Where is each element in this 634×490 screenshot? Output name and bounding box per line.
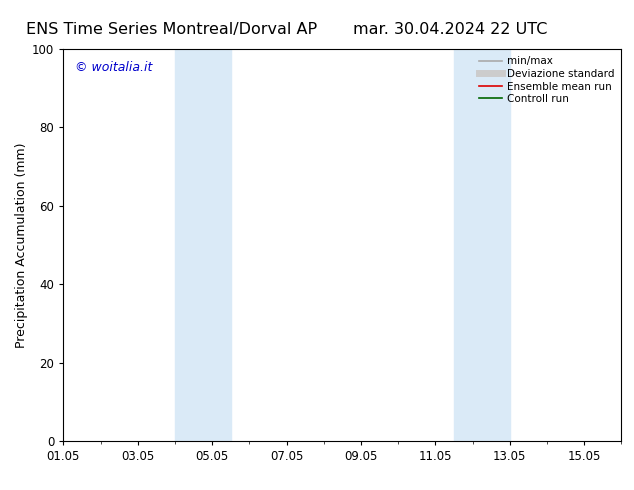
Text: mar. 30.04.2024 22 UTC: mar. 30.04.2024 22 UTC [353,22,547,37]
Bar [454,49,510,441]
Text: ENS Time Series Montreal/Dorval AP: ENS Time Series Montreal/Dorval AP [25,22,317,37]
Text: © woitalia.it: © woitalia.it [75,61,152,74]
Legend: min/max, Deviazione standard, Ensemble mean run, Controll run: min/max, Deviazione standard, Ensemble m… [477,54,616,106]
Bar [175,49,231,441]
Y-axis label: Precipitation Accumulation (mm): Precipitation Accumulation (mm) [15,142,28,348]
